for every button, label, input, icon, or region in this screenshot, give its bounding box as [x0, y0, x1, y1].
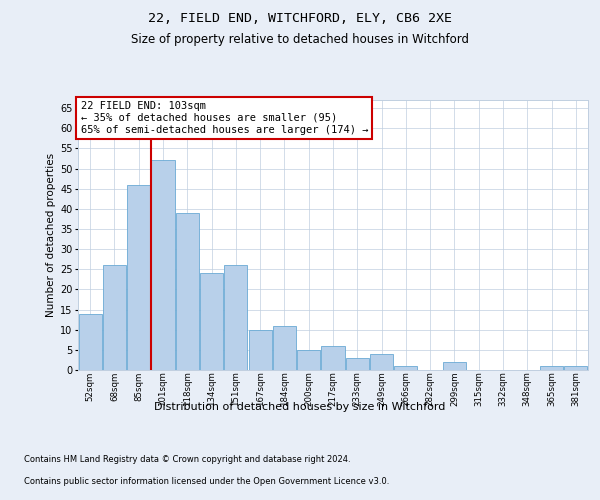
Bar: [297, 350, 320, 370]
Bar: [346, 358, 369, 370]
Bar: [79, 314, 101, 370]
Bar: [248, 330, 272, 370]
Text: 22 FIELD END: 103sqm
← 35% of detached houses are smaller (95)
65% of semi-detac: 22 FIELD END: 103sqm ← 35% of detached h…: [80, 102, 368, 134]
Bar: [565, 366, 587, 370]
Bar: [394, 366, 418, 370]
Text: Contains HM Land Registry data © Crown copyright and database right 2024.: Contains HM Land Registry data © Crown c…: [24, 455, 350, 464]
Bar: [176, 213, 199, 370]
Y-axis label: Number of detached properties: Number of detached properties: [46, 153, 56, 317]
Bar: [127, 184, 150, 370]
Text: Size of property relative to detached houses in Witchford: Size of property relative to detached ho…: [131, 32, 469, 46]
Text: Distribution of detached houses by size in Witchford: Distribution of detached houses by size …: [154, 402, 446, 412]
Text: Contains public sector information licensed under the Open Government Licence v3: Contains public sector information licen…: [24, 478, 389, 486]
Bar: [443, 362, 466, 370]
Bar: [322, 346, 344, 370]
Text: 22, FIELD END, WITCHFORD, ELY, CB6 2XE: 22, FIELD END, WITCHFORD, ELY, CB6 2XE: [148, 12, 452, 26]
Bar: [370, 354, 393, 370]
Bar: [103, 265, 126, 370]
Bar: [200, 274, 223, 370]
Bar: [224, 265, 247, 370]
Bar: [273, 326, 296, 370]
Bar: [151, 160, 175, 370]
Bar: [540, 366, 563, 370]
